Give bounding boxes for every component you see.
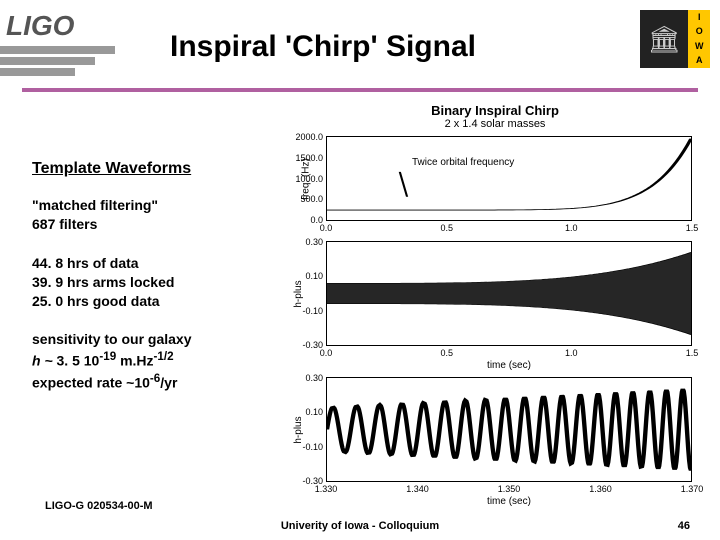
sidebar-text: Template Waveforms "matched filtering" 6… xyxy=(32,160,282,412)
iowa-strip: I O W A xyxy=(688,10,710,68)
ligo-bars-icon xyxy=(0,46,120,76)
panel1-xticks: 0.00.51.01.5 xyxy=(326,223,692,235)
panel3-xlabel: time (sec) xyxy=(326,496,692,507)
block-matched-filtering: "matched filtering" 687 filters xyxy=(32,196,282,234)
panel1-curve xyxy=(327,137,691,220)
figure-subtitle: 2 x 1.4 solar masses xyxy=(280,118,710,130)
ligo-logo: LIGO xyxy=(0,10,120,79)
capitol-icon: 🏛 xyxy=(640,24,688,55)
panel1-yticks: 2000.01500.01000.0500.00.0 xyxy=(291,137,325,220)
panel2-xlabel: time (sec) xyxy=(326,360,692,371)
panel2-yticks: 0.300.10-0.10-0.30 xyxy=(291,242,325,345)
block-data-hours: 44. 8 hrs of data 39. 9 hrs arms locked … xyxy=(32,254,282,311)
template-waveforms-heading: Template Waveforms xyxy=(32,160,282,178)
panel-frequency: freq. (Hz) 2000.01500.01000.0500.00.0 Tw… xyxy=(326,136,692,221)
block-sensitivity: sensitivity to our galaxy h ~ 3. 5 10-19… xyxy=(32,330,282,392)
panel2-xticks: 0.00.51.01.5 xyxy=(326,348,692,360)
chirp-figure: Binary Inspiral Chirp 2 x 1.4 solar mass… xyxy=(280,100,710,500)
iowa-logo: 🏛 I O W A xyxy=(640,10,710,68)
page-number: 46 xyxy=(678,520,690,532)
panel-waveform-full: h-plus 0.300.10-0.10-0.30 xyxy=(326,241,692,346)
figure-title: Binary Inspiral Chirp xyxy=(280,103,710,118)
ligo-logo-text: LIGO xyxy=(6,10,120,42)
header: LIGO Inspiral 'Chirp' Signal 🏛 I O W A xyxy=(0,0,720,95)
panel2-wave xyxy=(327,242,691,345)
page-title: Inspiral 'Chirp' Signal xyxy=(170,30,476,64)
panel-waveform-zoom: h-plus 0.300.10-0.10-0.30 xyxy=(326,377,692,482)
panel3-xticks: 1.3301.3401.3501.3601.370 xyxy=(326,484,692,496)
footer-center: Univerity of Iowa - Colloquium xyxy=(0,520,720,532)
panel3-yticks: 0.300.10-0.10-0.30 xyxy=(291,378,325,481)
panel3-wave xyxy=(327,378,691,481)
doc-id: LIGO-G 020534-00-M xyxy=(45,500,153,512)
title-ruler xyxy=(22,88,698,92)
